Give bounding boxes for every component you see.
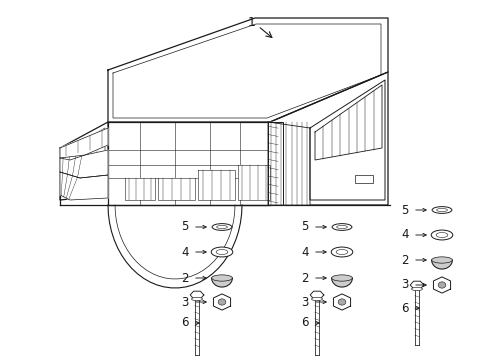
Polygon shape [60,150,108,178]
Polygon shape [60,128,108,160]
Polygon shape [309,291,323,299]
Ellipse shape [191,297,202,301]
Polygon shape [432,277,449,293]
Polygon shape [333,294,350,310]
Polygon shape [198,170,235,200]
Ellipse shape [212,224,231,230]
Ellipse shape [411,287,422,291]
Polygon shape [190,291,203,299]
Text: 3: 3 [181,296,188,309]
Ellipse shape [330,247,352,257]
Text: 3: 3 [401,279,408,292]
Polygon shape [108,18,387,122]
Ellipse shape [338,299,345,305]
Polygon shape [60,122,108,200]
Text: 3: 3 [301,296,308,309]
Polygon shape [267,122,309,205]
Polygon shape [108,122,269,205]
Ellipse shape [431,257,451,263]
Text: 1: 1 [247,15,255,28]
Ellipse shape [430,230,452,240]
Text: 6: 6 [301,316,308,329]
Text: 4: 4 [301,246,308,258]
Text: 6: 6 [401,302,408,315]
Polygon shape [309,80,384,200]
Text: 4: 4 [181,246,188,258]
Ellipse shape [218,299,225,305]
Polygon shape [331,278,352,287]
Polygon shape [60,172,108,200]
Polygon shape [64,128,105,175]
Polygon shape [60,122,108,205]
Text: 5: 5 [301,220,308,234]
Polygon shape [267,122,283,205]
Polygon shape [314,85,381,160]
Polygon shape [269,72,387,205]
Polygon shape [409,281,423,289]
Ellipse shape [311,297,322,301]
Polygon shape [158,178,195,200]
Text: 6: 6 [181,316,188,329]
Text: 5: 5 [401,203,408,216]
Ellipse shape [331,275,352,281]
Ellipse shape [431,207,451,213]
Ellipse shape [211,275,232,281]
Bar [354,175,372,183]
Polygon shape [238,165,269,200]
Ellipse shape [331,224,351,230]
Polygon shape [431,260,451,269]
Text: 2: 2 [181,271,188,284]
Polygon shape [125,178,155,200]
Ellipse shape [437,282,445,288]
Text: 4: 4 [401,229,408,242]
Polygon shape [211,278,232,287]
Text: 2: 2 [401,253,408,266]
Text: 2: 2 [301,271,308,284]
Ellipse shape [211,247,232,257]
Polygon shape [213,294,230,310]
Text: 5: 5 [181,220,188,234]
